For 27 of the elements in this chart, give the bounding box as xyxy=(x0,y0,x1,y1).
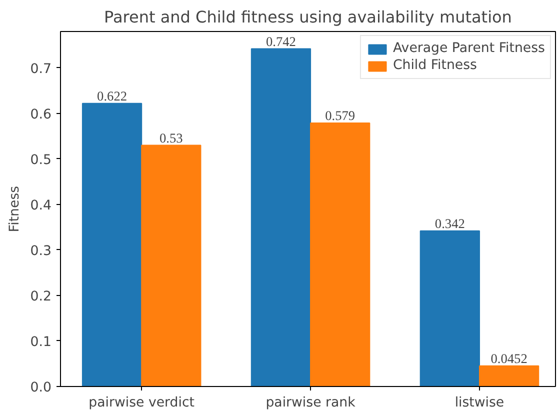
data-label: 0.622 xyxy=(97,88,128,104)
x-tick-label: pairwise rank xyxy=(266,396,356,410)
bar xyxy=(82,102,142,386)
bar xyxy=(478,365,540,386)
y-tick-label: 0.1 xyxy=(30,334,52,350)
data-label: 0.579 xyxy=(325,108,356,123)
bar xyxy=(250,48,312,386)
data-label: 0.0452 xyxy=(490,350,528,366)
y-tick-label: 0.7 xyxy=(30,62,52,77)
legend-label: Child Fitness xyxy=(392,58,477,73)
y-tick-label: 0.4 xyxy=(30,198,52,214)
y-tick-label: 0.3 xyxy=(30,244,52,259)
y-tick-label: 0.5 xyxy=(30,152,52,168)
chart-title: Parent and Child fitness using availability mutation xyxy=(104,8,512,26)
bar xyxy=(141,144,202,386)
x-tick-label: pairwise verdict xyxy=(88,396,195,410)
data-label: 0.53 xyxy=(159,130,184,146)
y-axis-title: Fitness xyxy=(7,186,22,232)
bar xyxy=(310,122,370,386)
data-label: 0.342 xyxy=(434,216,465,231)
legend-label: Average Parent Fitness xyxy=(392,41,545,56)
y-tick-label: 0.0 xyxy=(30,380,52,396)
y-tick-label: 0.6 xyxy=(30,107,52,122)
x-tick-label: listwise xyxy=(454,396,504,410)
bar xyxy=(420,230,480,386)
data-label: 0.742 xyxy=(266,34,296,49)
y-tick-label: 0.2 xyxy=(30,289,52,304)
